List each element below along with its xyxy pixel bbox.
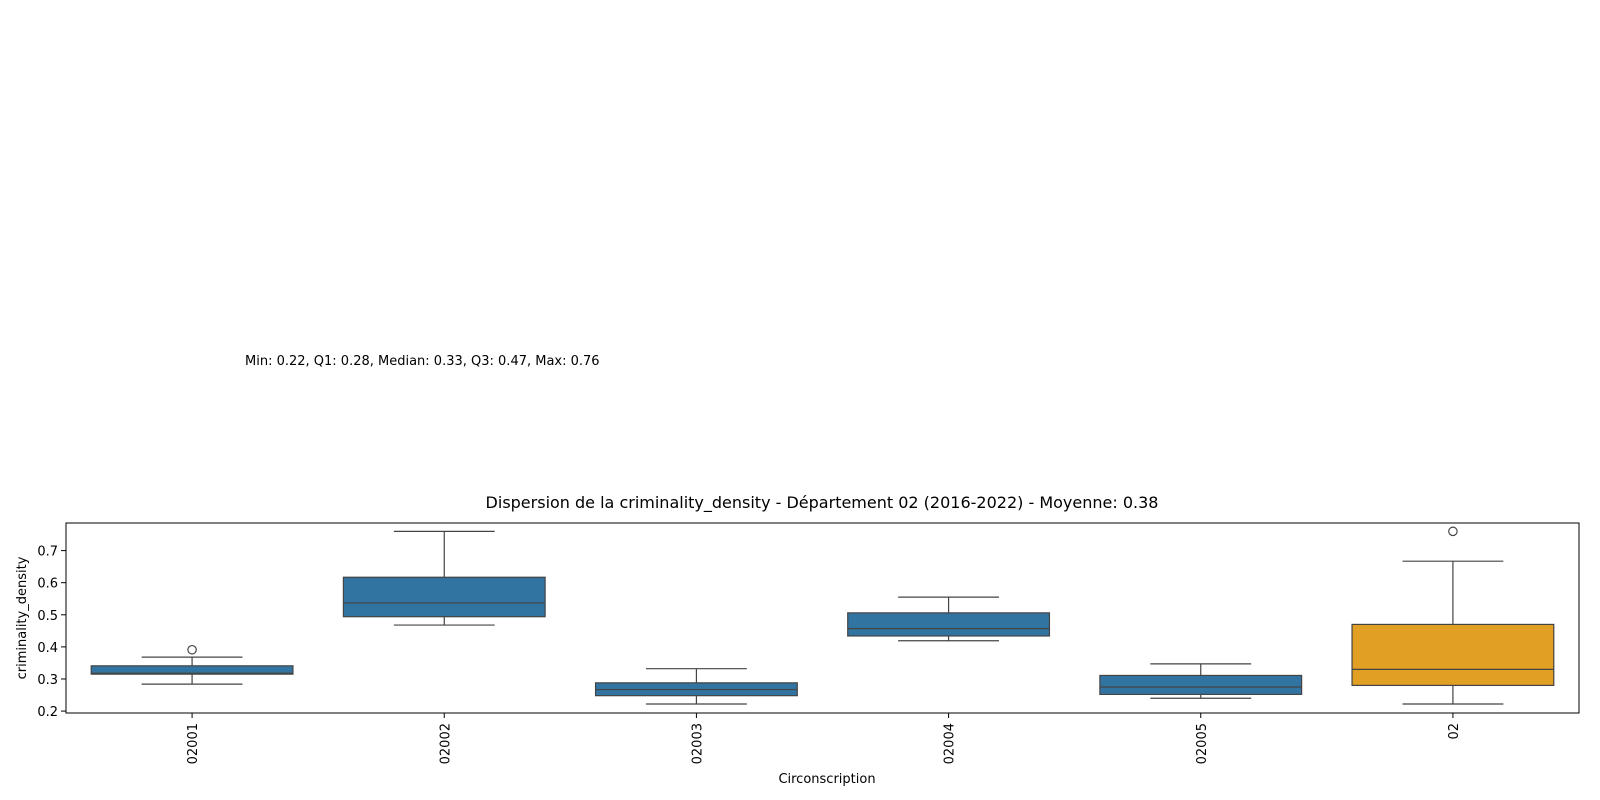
chart-title: Dispersion de la criminality_density - D… [486, 493, 1159, 513]
stats-summary-text: Min: 0.22, Q1: 0.28, Median: 0.33, Q3: 0… [245, 354, 600, 369]
x-axis-label: Circonscription [778, 772, 875, 787]
y-tick-label: 0.5 [37, 609, 58, 624]
box-02002 [342, 530, 546, 626]
box-02005 [1099, 663, 1303, 699]
plot-area-frame [65, 522, 1580, 714]
x-tick-label: 02005 [1195, 723, 1210, 764]
x-tick-label: 02001 [186, 723, 201, 764]
x-axis: 02001 02002 02003 02004 02005 02 [186, 713, 1462, 764]
x-tick-label: 02004 [943, 723, 958, 764]
box-02004 [847, 596, 1051, 642]
x-tick-label: 02003 [690, 723, 705, 764]
box-02003 [594, 668, 798, 705]
outlier-point [187, 644, 197, 655]
box-iqr [342, 576, 546, 618]
outlier-point [1448, 526, 1458, 537]
y-tick-label: 0.4 [37, 641, 58, 656]
x-tick-label: 02002 [438, 723, 453, 764]
y-tick-label: 0.3 [37, 673, 58, 688]
y-axis: 0.2 0.3 0.4 0.5 0.6 0.7 [37, 545, 66, 720]
y-axis-label: criminality_density [15, 556, 30, 679]
y-tick-label: 0.6 [37, 577, 58, 592]
box-02001 [90, 644, 294, 685]
box-iqr [847, 612, 1051, 637]
box-02 [1351, 526, 1555, 705]
y-tick-label: 0.2 [37, 705, 58, 720]
box-iqr [90, 665, 294, 675]
x-tick-label: 02 [1447, 723, 1462, 740]
box-series [90, 526, 1555, 705]
box-iqr [1099, 674, 1303, 695]
box-iqr [1351, 623, 1555, 686]
y-tick-label: 0.7 [37, 545, 58, 560]
